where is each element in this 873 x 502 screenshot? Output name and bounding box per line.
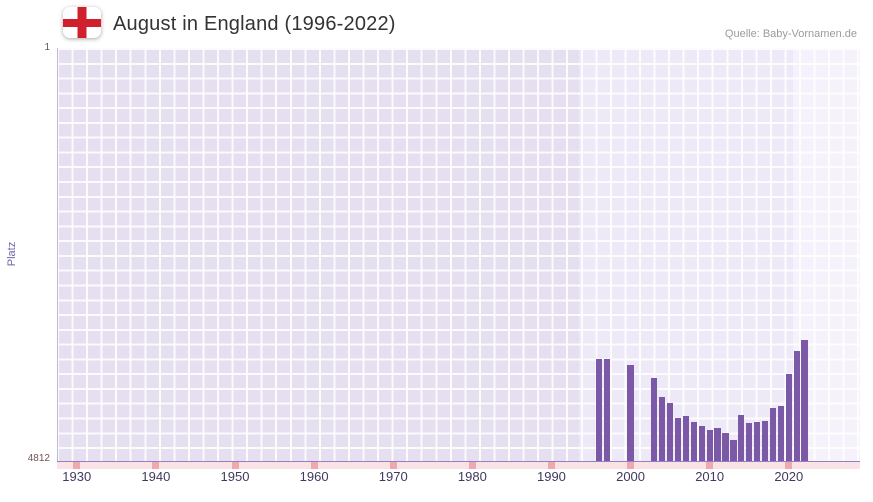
x-tick-label-1970: 1970 <box>378 469 408 484</box>
bar-2008[interactable] <box>690 422 698 462</box>
bar-2004[interactable] <box>659 397 666 462</box>
decade-mark-1950 <box>231 462 239 469</box>
decade-mark-1960 <box>310 462 318 469</box>
bar-2007[interactable] <box>682 416 690 462</box>
bar-2022[interactable] <box>801 339 808 462</box>
decade-mark-2020 <box>785 462 793 469</box>
bar-2003[interactable] <box>651 378 658 462</box>
x-tick-label-1960: 1960 <box>299 469 329 484</box>
y-axis-title: Platz <box>6 241 18 267</box>
x-axis-strip <box>57 462 860 469</box>
bar-2019[interactable] <box>777 405 785 462</box>
bar-2017[interactable] <box>761 420 769 462</box>
decade-mark-2000 <box>627 462 635 469</box>
bar-2015[interactable] <box>746 423 753 462</box>
bar-2014[interactable] <box>738 415 745 462</box>
x-tick-label-1980: 1980 <box>457 469 487 484</box>
flag-cross-horizontal <box>63 18 101 27</box>
bar-2012[interactable] <box>722 432 729 462</box>
decade-mark-2010 <box>706 462 714 469</box>
chart-title: August in England (1996-2022) <box>113 13 396 35</box>
england-flag-icon <box>63 7 101 38</box>
x-axis-line <box>57 461 860 462</box>
x-tick-label-2000: 2000 <box>616 469 646 484</box>
bar-2013[interactable] <box>730 440 737 462</box>
bar-2006[interactable] <box>674 417 682 462</box>
y-tick-label-min: 1 <box>44 42 50 53</box>
x-tick-label-1940: 1940 <box>141 469 171 484</box>
source-credit: Quelle: Baby-Vornamen.de <box>724 28 857 40</box>
bar-1997[interactable] <box>603 359 610 462</box>
x-tick-label-1930: 1930 <box>62 469 92 484</box>
bar-2005[interactable] <box>666 403 674 462</box>
bar-2009[interactable] <box>698 425 705 462</box>
bar-2011[interactable] <box>714 428 721 462</box>
plot-area <box>57 48 860 462</box>
decade-mark-1990 <box>547 462 555 469</box>
bar-2010[interactable] <box>706 430 713 462</box>
bar-2020[interactable] <box>785 374 792 462</box>
bar-2018[interactable] <box>769 408 777 462</box>
x-tick-label-2010: 2010 <box>695 469 725 484</box>
y-tick-label-max: 4812 <box>27 453 50 464</box>
bar-1996[interactable] <box>595 359 603 462</box>
x-tick-label-2020: 2020 <box>774 469 804 484</box>
decade-mark-1970 <box>389 462 397 469</box>
bars <box>57 48 860 462</box>
y-axis-line <box>57 48 58 462</box>
x-tick-label-1990: 1990 <box>536 469 566 484</box>
decade-mark-1930 <box>73 462 81 469</box>
gridlines <box>57 48 860 462</box>
bar-2016[interactable] <box>753 422 761 462</box>
bar-2000[interactable] <box>627 365 634 462</box>
x-tick-label-1950: 1950 <box>220 469 250 484</box>
decade-mark-1940 <box>152 462 160 469</box>
decade-mark-1980 <box>468 462 476 469</box>
bar-2021[interactable] <box>793 350 800 462</box>
